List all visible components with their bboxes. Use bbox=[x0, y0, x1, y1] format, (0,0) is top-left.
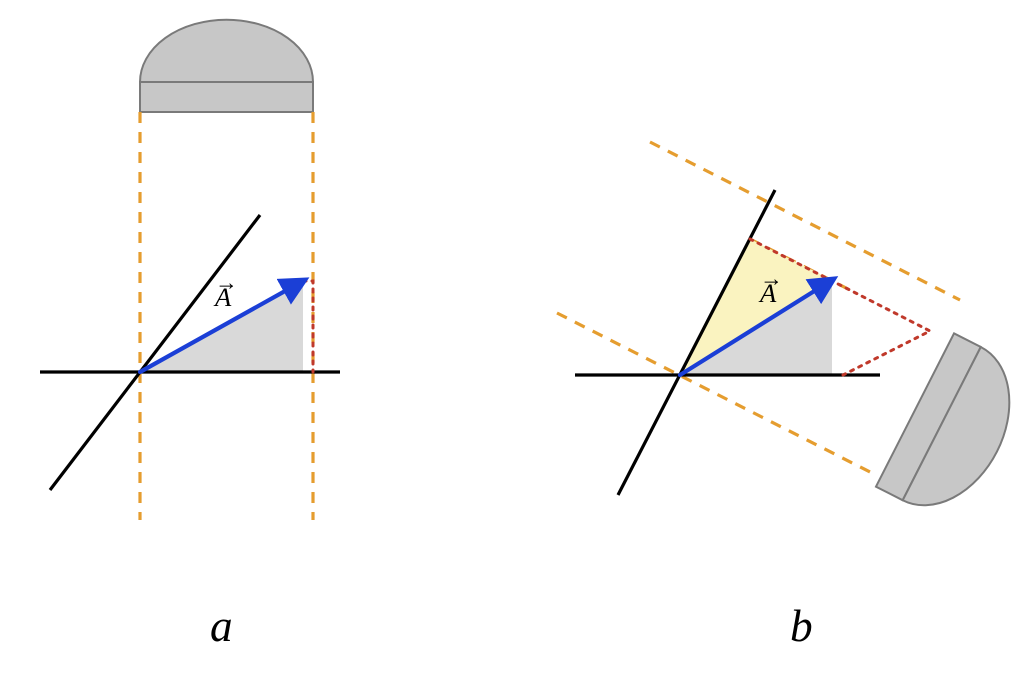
vector-arrow-over-a: → bbox=[215, 270, 231, 296]
panel-label-b: b bbox=[790, 600, 813, 652]
panel-label-a: a bbox=[210, 600, 233, 652]
vector-arrow-over-b: → bbox=[760, 266, 776, 292]
panel-a bbox=[40, 20, 340, 520]
vector-label-b: → A bbox=[760, 278, 776, 309]
diagram-svg bbox=[0, 0, 1024, 680]
panel-b bbox=[557, 142, 1024, 528]
diagram-canvas: → A → A a b bbox=[0, 0, 1024, 680]
vector-label-a: → A bbox=[215, 282, 231, 313]
